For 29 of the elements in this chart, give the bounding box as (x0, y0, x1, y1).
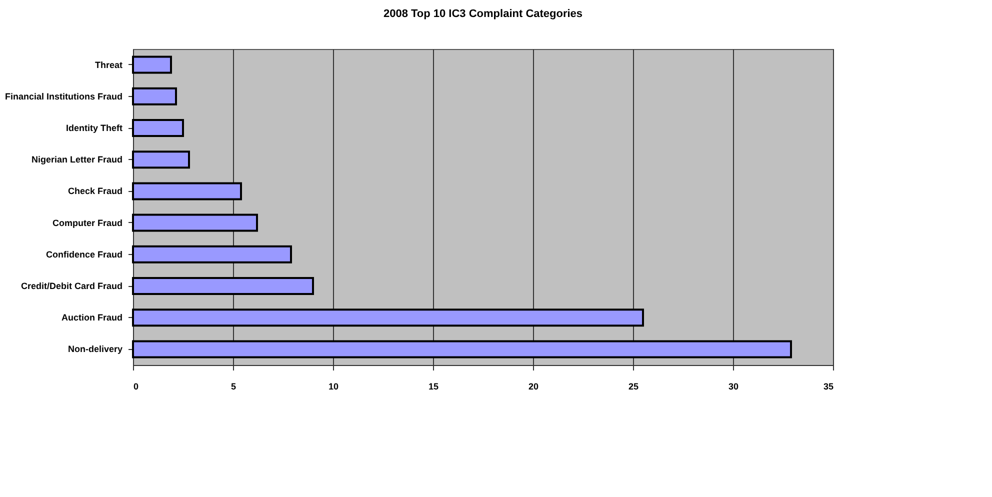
y-tick-label: Financial Institutions Fraud (4, 91, 122, 102)
bar (132, 245, 292, 264)
x-tick-label: 25 (628, 382, 639, 392)
x-tick-label: 5 (230, 382, 236, 392)
bar (132, 277, 314, 295)
x-tick-label: 20 (528, 382, 539, 392)
bar (132, 340, 792, 358)
y-tick-label: Confidence Fraud (46, 249, 122, 260)
y-tick-label: Credit/Debit Card Fraud (20, 281, 122, 291)
chart-title: 2008 Top 10 IC3 Complaint Categories (383, 8, 583, 20)
bar (132, 87, 177, 106)
y-tick-label: Identity Theft (66, 123, 122, 133)
y-tick-label: Computer Fraud (52, 218, 122, 228)
y-tick-label: Auction Fraud (62, 312, 122, 323)
y-tick-label: Nigerian Letter Fraud (31, 154, 122, 165)
bar (132, 308, 644, 327)
bar (132, 119, 184, 137)
y-tick-label: Threat (94, 60, 122, 70)
x-tick-label: 0 (134, 382, 139, 392)
x-tick-label: 10 (328, 382, 339, 392)
y-tick-label: Non-delivery (68, 344, 122, 354)
x-tick-label: 35 (823, 382, 834, 392)
bar (132, 214, 258, 232)
bar (132, 56, 172, 74)
bar (132, 150, 190, 169)
bar (132, 182, 242, 200)
x-tick-label: 15 (428, 382, 439, 392)
y-tick-label: Check Fraud (68, 186, 122, 196)
x-tick-label: 30 (728, 382, 739, 392)
